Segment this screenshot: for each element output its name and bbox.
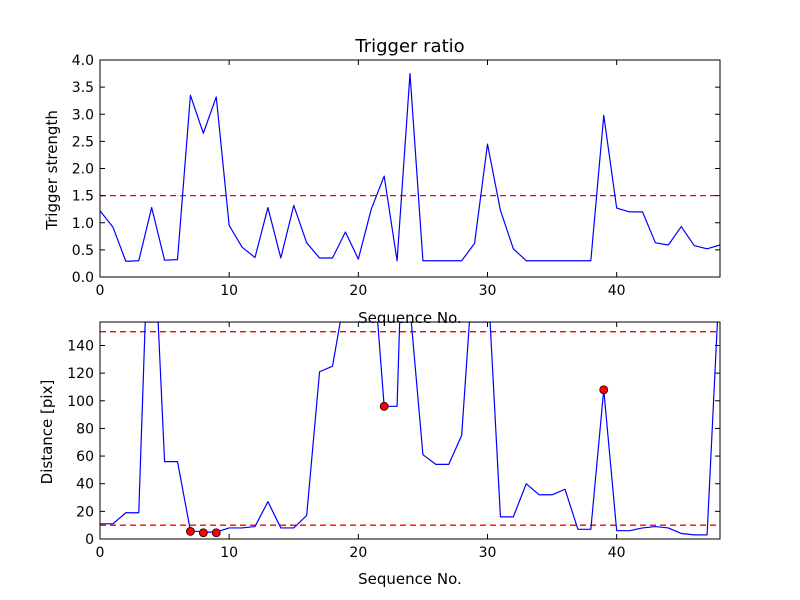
y-tick-label: 120: [67, 366, 94, 382]
data-point-marker: [211, 528, 221, 538]
axes-frame: [99, 321, 721, 540]
trigger-ratio-chart: Trigger ratio Sequence No. Trigger stren…: [43, 36, 721, 327]
distance-chart: Sequence No. Distance [pix] 0 10 20 30 40 0 20…: [38, 321, 721, 588]
x-tick-label: 20: [349, 545, 367, 561]
y-tick-label: 2.0: [72, 162, 94, 178]
y-tick-label: 100: [67, 394, 94, 410]
plot-area: 0 10 20 30 40 0.0 0.5 1.0 1.5 2.0 2.5 3.0 3.5 4.0: [72, 53, 721, 299]
y-axis-label: Trigger strength: [43, 110, 61, 231]
x-axis-label: Sequence No.: [358, 309, 462, 327]
y-tick-label: 3.5: [72, 80, 94, 96]
y-tick-label: 20: [76, 504, 94, 520]
y-tick-label: 3.0: [72, 107, 94, 123]
y-tick-label: 40: [76, 477, 94, 493]
data-point-marker: [379, 401, 389, 411]
plot-content: [100, 72, 720, 262]
x-tick-label: 40: [608, 545, 626, 561]
x-tick-label: 0: [96, 283, 105, 299]
x-tick-label: 10: [220, 283, 238, 299]
y-tick-label: 0: [85, 532, 94, 548]
y-tick-label: 1.0: [72, 216, 94, 232]
x-tick-label: 30: [479, 283, 497, 299]
x-tick-label: 0: [96, 545, 105, 561]
plot-content: [100, 322, 720, 538]
x-tick-label: 20: [349, 283, 367, 299]
x-tick-label: 10: [220, 545, 238, 561]
x-tick-label: 30: [479, 545, 497, 561]
y-tick-label: 1.5: [72, 189, 94, 205]
y-tick-label: 80: [76, 421, 94, 437]
plot-area: 0 10 20 30 40 0 20 40 60 80 100 120 140: [67, 321, 721, 561]
y-tick-label: 0.5: [72, 243, 94, 259]
chart-title: Trigger ratio: [354, 36, 464, 57]
data-point-marker: [186, 526, 195, 536]
data-point-marker: [599, 385, 609, 395]
y-axis-label: Distance [pix]: [38, 380, 56, 485]
y-tick-label: 0.0: [72, 270, 94, 286]
y-tick-label: 140: [67, 338, 94, 354]
data-series-line: [100, 72, 720, 262]
y-tick-label: 4.0: [72, 53, 94, 69]
x-axis-label: Sequence No.: [358, 570, 462, 588]
y-tick-label: 2.5: [72, 134, 94, 150]
x-tick-label: 40: [608, 283, 626, 299]
y-tick-label: 60: [76, 449, 94, 465]
data-point-marker: [198, 528, 208, 538]
